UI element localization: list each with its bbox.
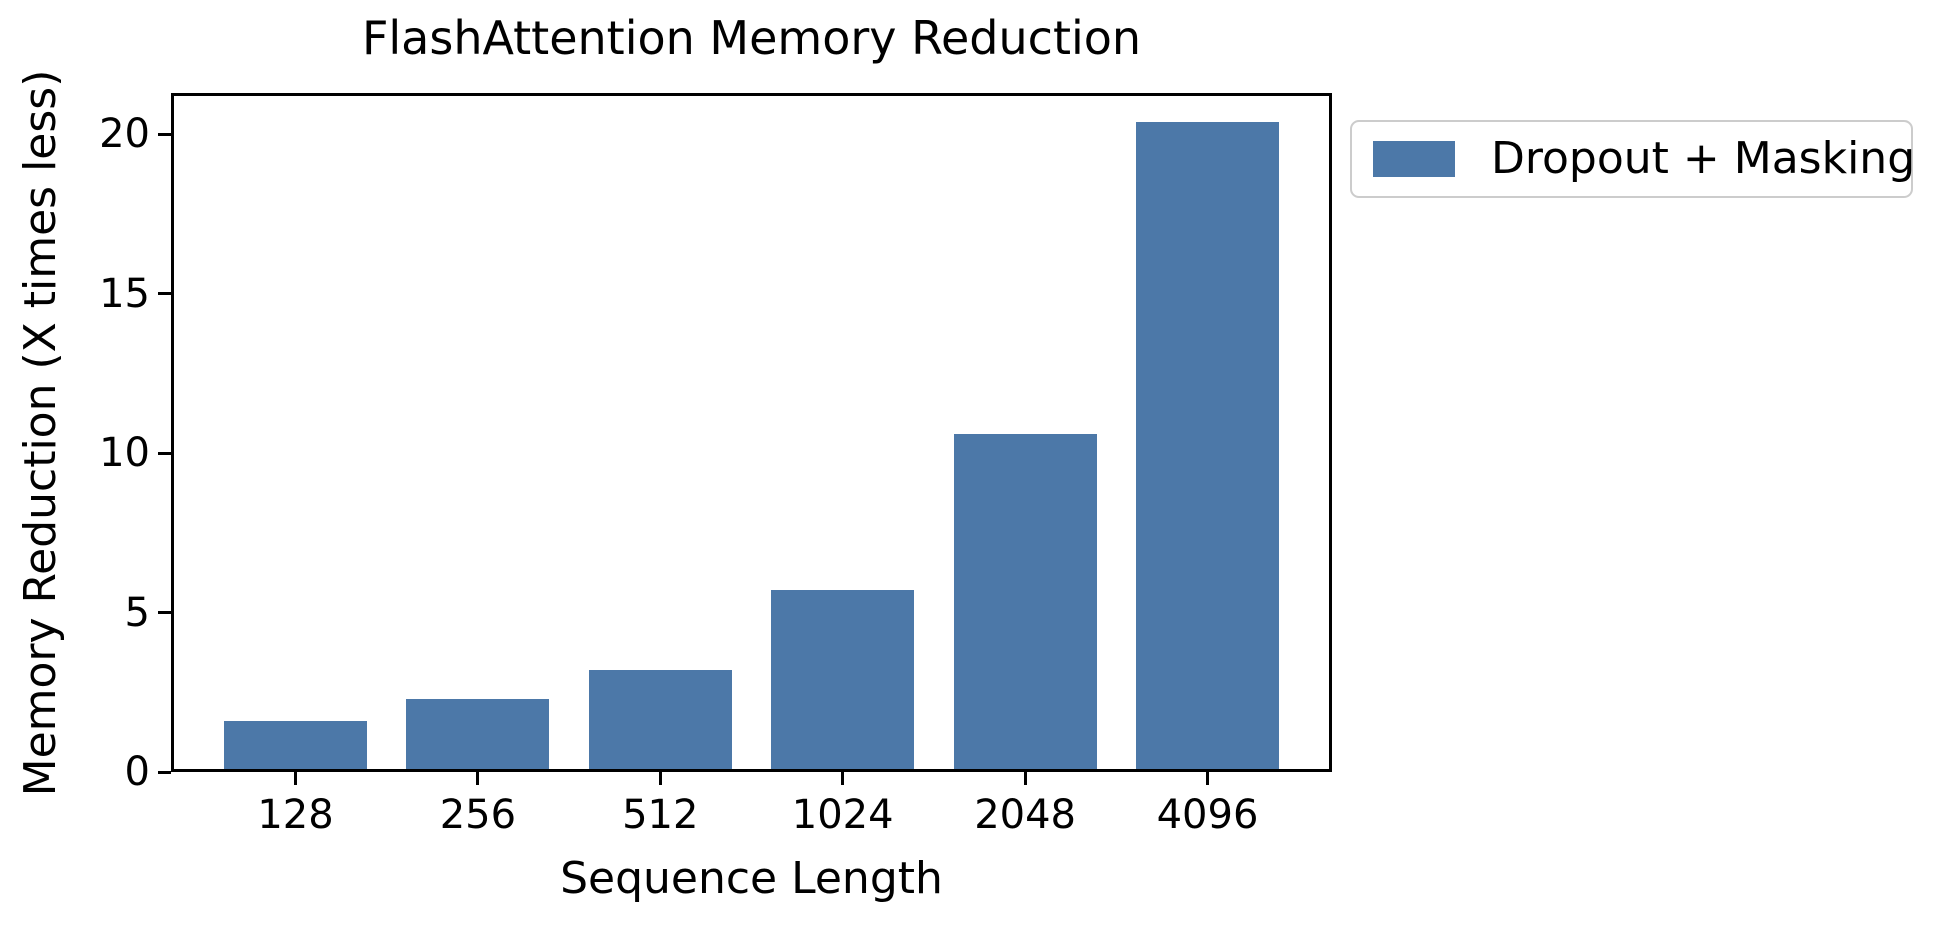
xtick-label-2048: 2048 bbox=[974, 792, 1076, 838]
xtick-label-4096: 4096 bbox=[1156, 792, 1259, 838]
xtick-label-1024: 1024 bbox=[791, 792, 894, 838]
xtick-mark-512 bbox=[658, 772, 662, 785]
bar-2048 bbox=[953, 434, 1097, 769]
bar-4096 bbox=[1136, 122, 1279, 769]
xtick-mark-256 bbox=[476, 772, 480, 785]
xtick-label-512: 512 bbox=[622, 792, 699, 838]
ytick-label-20: 20 bbox=[99, 111, 150, 158]
x-axis-label: Sequence Length bbox=[560, 853, 943, 904]
bar-1024 bbox=[771, 590, 915, 769]
xtick-mark-128 bbox=[294, 772, 297, 785]
ytick-mark-20 bbox=[158, 132, 171, 136]
ytick-label-5: 5 bbox=[124, 589, 150, 636]
bar-512 bbox=[588, 670, 732, 769]
ytick-label-0: 0 bbox=[124, 749, 150, 795]
ytick-label-15: 15 bbox=[99, 270, 150, 317]
chart-title: FlashAttention Memory Reduction bbox=[361, 11, 1142, 65]
legend-swatch bbox=[1373, 141, 1455, 177]
ytick-mark-0 bbox=[158, 770, 171, 774]
xtick-mark-2048 bbox=[1023, 772, 1027, 785]
xtick-label-128: 128 bbox=[257, 792, 334, 838]
bar-256 bbox=[406, 699, 550, 769]
ytick-mark-10 bbox=[158, 451, 171, 455]
xtick-mark-4096 bbox=[1206, 772, 1209, 785]
legend-label: Dropout + Masking bbox=[1491, 133, 1916, 184]
xtick-label-256: 256 bbox=[439, 792, 517, 838]
bar-128 bbox=[224, 721, 367, 769]
ytick-mark-5 bbox=[158, 611, 171, 615]
xtick-mark-1024 bbox=[841, 772, 845, 785]
plot-area bbox=[171, 93, 1332, 772]
ytick-label-10: 10 bbox=[99, 430, 150, 477]
legend: Dropout + Masking bbox=[1350, 120, 1916, 198]
ytick-mark-15 bbox=[158, 292, 171, 296]
